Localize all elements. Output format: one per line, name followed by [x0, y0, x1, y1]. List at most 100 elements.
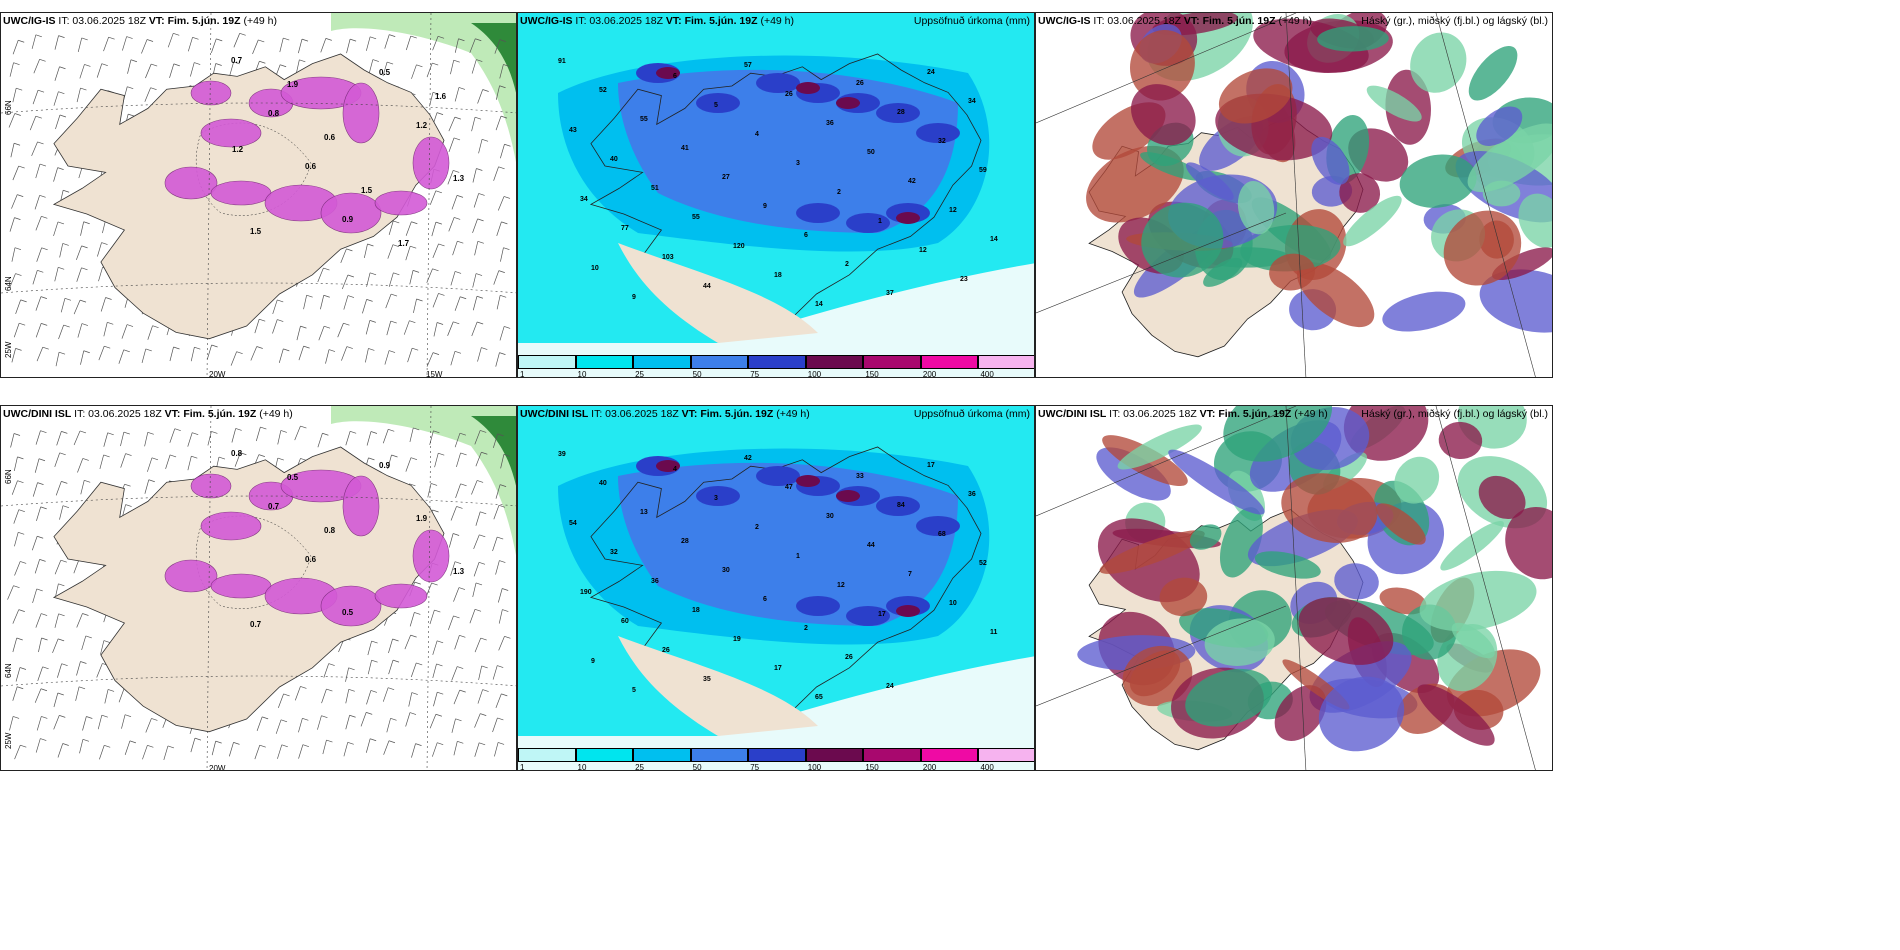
- wind-barb: [433, 322, 444, 337]
- wind-barb: [432, 742, 444, 757]
- cloud-patch: [1117, 424, 1202, 470]
- field-label: Uppsöfnuð úrkoma (mm): [913, 15, 1030, 27]
- wind-barb: [76, 613, 89, 628]
- wind-barb: [453, 587, 466, 602]
- wind-barb: [432, 243, 445, 259]
- wind-barb: [190, 62, 201, 77]
- wind-barb: [14, 744, 27, 760]
- precip-value-label: 34: [968, 98, 976, 105]
- wind-barb: [384, 350, 396, 365]
- wind-barb: [367, 640, 378, 656]
- wind-barb: [456, 452, 467, 468]
- colorbar-cell: [633, 748, 691, 762]
- cloud-patch: [1141, 202, 1224, 278]
- wind-barb: [298, 717, 309, 733]
- wind-barb: [36, 506, 47, 521]
- cloud-patch: [1189, 524, 1222, 550]
- cloud-patch: [1417, 684, 1495, 746]
- wind-barb: [53, 91, 65, 106]
- precip-value-label: 36: [826, 120, 834, 127]
- wind-barb: [147, 325, 159, 340]
- wind-barb: [382, 687, 395, 702]
- wind-barb: [454, 38, 465, 53]
- valid-time: Fim. 5.jún. 19Z: [684, 15, 758, 27]
- iceland-outline: [589, 53, 982, 340]
- precip-value-label: 77: [621, 225, 629, 232]
- wind-barb: [54, 583, 65, 598]
- cloud-patch: [1318, 676, 1405, 752]
- wind-barb: [492, 665, 504, 680]
- wind-barb: [405, 457, 418, 472]
- wind-barb: [296, 325, 307, 341]
- colorbar-tick: 400: [980, 370, 994, 378]
- wind-barb: [127, 59, 138, 74]
- convective-cell: [342, 475, 380, 537]
- wind-barb: [12, 87, 23, 103]
- precip-value-label: 50: [867, 149, 875, 156]
- precip-colorbar: 1 10 25 50 75 100 150 200 400: [518, 355, 1034, 378]
- wind-barb: [471, 116, 482, 132]
- convective-cell: [412, 529, 450, 583]
- precip-value-label: 54: [569, 520, 577, 527]
- precip-value-label: 1: [878, 218, 882, 225]
- wind-barb: [384, 34, 396, 49]
- wind-barb: [475, 451, 488, 467]
- precip-value-label: 33: [856, 473, 864, 480]
- precip-band-75: [696, 93, 740, 113]
- wind-barb: [453, 740, 464, 756]
- precip-band-100: [796, 475, 820, 487]
- wind-barb: [432, 35, 445, 51]
- wind-value-label: 0.8: [231, 449, 243, 458]
- precip-value-label: 47: [785, 484, 793, 491]
- wind-barb: [427, 483, 438, 498]
- wind-value-label: 1.5: [361, 186, 373, 195]
- convective-cell: [190, 473, 232, 499]
- cloud-patch: [1218, 68, 1293, 124]
- wind-barb: [499, 64, 510, 79]
- wind-barb: [190, 346, 201, 362]
- wind-barb: [120, 431, 130, 447]
- wind-barb: [317, 715, 328, 730]
- lead-time: (+49 h): [243, 15, 278, 27]
- precip-value-label: 42: [908, 178, 916, 185]
- wind-barb: [471, 59, 483, 74]
- wind-barb: [55, 481, 68, 496]
- wind-value-label: 0.7: [250, 620, 262, 629]
- model-name: UWC/DINI ISL: [520, 408, 589, 420]
- wind-barb: [99, 745, 111, 760]
- wind-barb: [498, 609, 509, 624]
- wind-barb: [294, 686, 307, 701]
- wind-value-label: 1.2: [232, 145, 244, 154]
- latitude-gridline: [1, 282, 516, 294]
- precip-value-label: 12: [837, 582, 845, 589]
- precip-value-label: 30: [722, 567, 730, 574]
- wind-barb: [234, 452, 247, 467]
- wind-barb: [29, 115, 42, 131]
- precip-band-50: [618, 462, 958, 626]
- wind-barb: [15, 667, 27, 682]
- wind-barb: [343, 741, 354, 757]
- wind-barb: [453, 689, 466, 705]
- panel-title: UWC/DINI ISL IT: 03.06.2025 18Z VT: Fim.…: [520, 408, 810, 420]
- wind-barb: [366, 690, 378, 705]
- wind-barb: [211, 38, 223, 53]
- panel-ig-is-precip: UWC/IG-IS IT: 03.06.2025 18Z VT: Fim. 5.…: [517, 12, 1035, 378]
- wind-barb: [451, 718, 462, 733]
- valid-time: Fim. 5.jún. 19Z: [183, 408, 257, 420]
- precip-band-100: [656, 67, 680, 79]
- wind-barb: [228, 742, 240, 757]
- wind-barb: [322, 739, 333, 755]
- wind-barb: [82, 716, 93, 731]
- wind-barb: [121, 714, 132, 729]
- cloud-map: [1036, 406, 1552, 770]
- wind-barb: [15, 299, 27, 314]
- colorbar-cell: [920, 355, 979, 369]
- colorbar-tick: 1: [520, 370, 525, 378]
- precip-band-75: [756, 73, 800, 93]
- wind-barb: [432, 663, 443, 679]
- cloud-patch: [1240, 224, 1341, 272]
- wind-barb: [450, 561, 462, 576]
- wind-barb: [9, 217, 21, 232]
- cloud-patch: [1298, 597, 1394, 665]
- convective-cell: [190, 80, 232, 106]
